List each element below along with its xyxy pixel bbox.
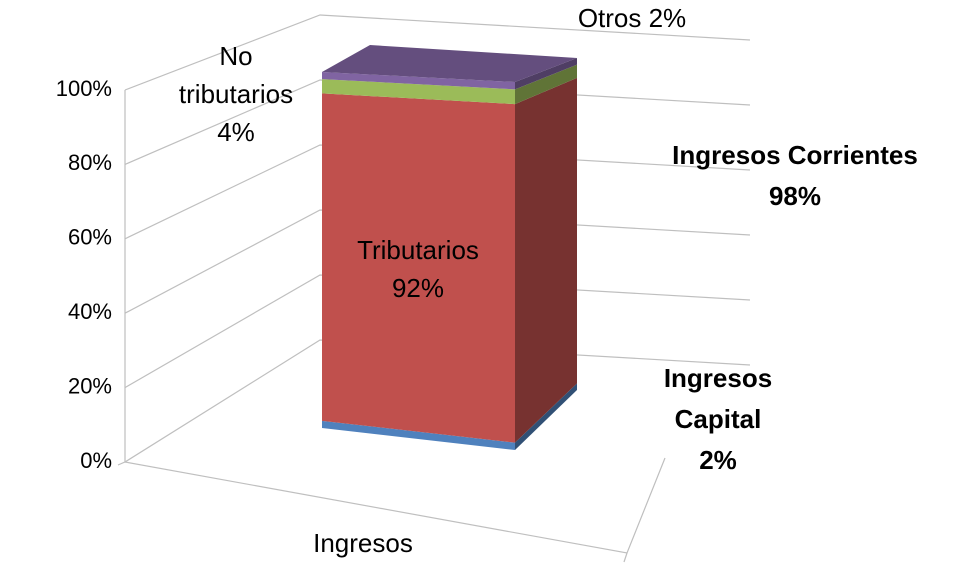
data-label: Tributarios bbox=[357, 235, 479, 265]
bar-segment-front bbox=[322, 93, 515, 443]
floor-edge bbox=[117, 457, 666, 554]
data-label: No bbox=[219, 41, 252, 71]
data-label: Capital bbox=[675, 404, 762, 434]
bar-segment-side bbox=[515, 383, 577, 450]
y-tick-label: 40% bbox=[68, 299, 112, 324]
y-tick-label: 0% bbox=[80, 448, 112, 473]
bar-segment-side bbox=[515, 77, 577, 443]
y-tick-label: 20% bbox=[68, 373, 112, 398]
grid-line bbox=[124, 144, 751, 240]
grid-line bbox=[124, 339, 751, 463]
bar-top bbox=[322, 45, 577, 82]
bar-segment-front bbox=[322, 72, 515, 90]
bar-segment-side bbox=[515, 58, 577, 90]
grid-line bbox=[124, 14, 751, 91]
y-tick-label: 100% bbox=[56, 76, 112, 101]
grid-line bbox=[124, 209, 751, 314]
bar-segment-side bbox=[515, 64, 577, 105]
bar-segment-front bbox=[322, 79, 515, 105]
grid-line bbox=[124, 79, 751, 165]
x-tick-label: Ingresos bbox=[313, 528, 413, 558]
data-label: Ingresos bbox=[664, 363, 772, 393]
floor-tick bbox=[623, 552, 628, 563]
grid-line bbox=[124, 274, 751, 389]
data-label: 92% bbox=[392, 273, 444, 303]
data-label: 2% bbox=[699, 445, 737, 475]
y-tick-label: 80% bbox=[68, 150, 112, 175]
data-label: Otros 2% bbox=[578, 3, 686, 33]
bar-segment-front bbox=[322, 420, 515, 450]
data-label: tributarios bbox=[179, 79, 293, 109]
annotation: 98% bbox=[769, 181, 821, 211]
annotation: Ingresos Corrientes bbox=[672, 140, 918, 170]
y-tick-label: 60% bbox=[68, 225, 112, 250]
data-label: 4% bbox=[217, 117, 255, 147]
